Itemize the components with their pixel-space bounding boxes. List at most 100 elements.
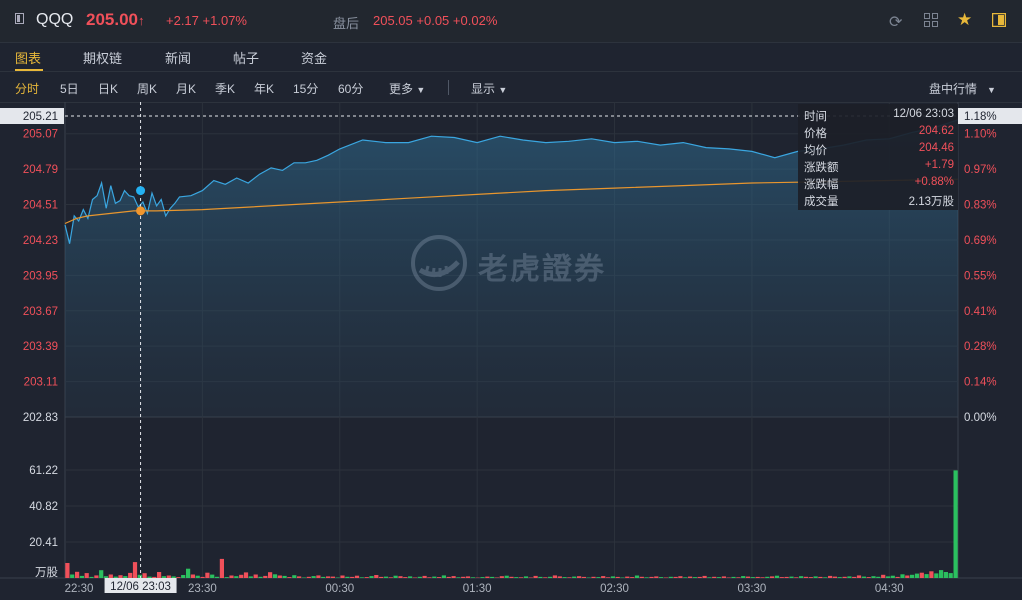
volume-bar — [268, 572, 273, 578]
volume-bar — [953, 470, 958, 578]
volume-bar — [572, 576, 577, 578]
volume-bar — [688, 576, 693, 578]
volume-bar — [253, 574, 258, 578]
pct-axis-label: 0.14% — [964, 377, 997, 389]
symbol: QQQ — [36, 11, 74, 28]
period-5day[interactable]: 5日 — [60, 82, 79, 96]
volume-bar — [683, 577, 688, 578]
volume-bar — [726, 577, 731, 578]
crosshair-pct-label: 1.18% — [964, 111, 997, 123]
tooltip-time-label: 时间 — [804, 111, 827, 123]
volume-bar — [779, 577, 784, 578]
pct-axis-label: 0.97% — [964, 164, 997, 176]
volume-bar — [75, 571, 80, 578]
period-daily[interactable]: 日K — [98, 82, 119, 96]
volume-bar — [403, 577, 408, 578]
volume-bar — [514, 577, 519, 578]
more-dropdown[interactable]: 更多 ▼ — [389, 82, 426, 96]
volume-bar — [900, 574, 905, 578]
volume-bar — [147, 576, 152, 578]
pct-axis-label: 0.69% — [964, 235, 997, 247]
volume-bar — [847, 576, 852, 578]
volume-bar — [118, 575, 123, 578]
display-dropdown[interactable]: 显示 ▼ — [471, 82, 508, 96]
volume-bar — [137, 574, 142, 578]
volume-bar — [577, 576, 582, 578]
volume-bar — [166, 575, 171, 578]
volume-bar — [678, 576, 683, 578]
last-price: 205.00↑ — [86, 10, 145, 29]
price-change: +2.17 +1.07% — [166, 13, 247, 28]
volume-bar — [79, 575, 84, 578]
volume-bar — [388, 577, 393, 578]
volume-bar — [128, 572, 133, 578]
tooltip-change-label: 涨跌额 — [804, 162, 839, 174]
volume-bar — [152, 576, 157, 578]
tooltip-time: 12/06 23:03 — [893, 108, 954, 120]
price-line — [64, 119, 959, 244]
volume-bar — [654, 576, 659, 578]
volume-bar — [465, 576, 471, 578]
volume-bar — [437, 577, 442, 578]
period-yearly[interactable]: 年K — [254, 82, 275, 96]
period-monthly[interactable]: 月K — [176, 82, 197, 96]
period-15min[interactable]: 15分 — [293, 82, 319, 96]
tab-chart[interactable]: 图表 — [15, 51, 42, 66]
volume-bar — [485, 576, 490, 578]
pct-axis-label: 0.28% — [964, 341, 997, 353]
price-axis-label: 204.79 — [23, 164, 58, 176]
volume-bar — [301, 577, 306, 578]
volume-bar — [745, 576, 751, 578]
volume-bar — [885, 576, 891, 578]
volume-bar — [84, 573, 89, 578]
volume-bar — [702, 575, 707, 578]
volume-bar — [369, 576, 374, 578]
content-tabs: 图表 期权链 新闻 帖子 资金 — [0, 43, 1022, 72]
volume-bar — [760, 577, 765, 578]
price-axis-label: 205.07 — [23, 129, 58, 141]
volume-bar — [866, 577, 871, 578]
volume-bar — [263, 575, 268, 578]
volume-bar — [422, 575, 427, 578]
tab-posts[interactable]: 帖子 — [233, 51, 260, 66]
price-axis-label: 203.67 — [23, 306, 58, 318]
volume-bar — [610, 576, 615, 578]
tab-options-chain[interactable]: 期权链 — [83, 51, 123, 66]
period-quarterly[interactable]: 季K — [215, 82, 236, 96]
grid-icon[interactable] — [924, 13, 938, 30]
sidebar-toggle-icon[interactable] — [15, 13, 24, 24]
layout-icon[interactable] — [991, 12, 1007, 32]
volume-bar — [799, 576, 804, 578]
star-icon[interactable]: ★ — [957, 10, 973, 29]
volume-bar — [504, 575, 509, 578]
average-price-line — [64, 178, 959, 225]
volume-bar — [272, 574, 278, 578]
volume-bar — [239, 574, 244, 578]
volume-bar — [219, 558, 224, 578]
volume-bar — [65, 563, 70, 578]
volume-bar — [345, 576, 350, 578]
time-axis-label: 22:30 — [65, 583, 94, 595]
volume-bar — [552, 575, 557, 578]
tab-news[interactable]: 新闻 — [165, 51, 192, 66]
volume-bars — [65, 470, 958, 578]
volume-bar — [480, 577, 485, 578]
tooltip-change: +1.79 — [924, 159, 954, 171]
period-intraday[interactable]: 分时 — [15, 82, 40, 96]
tiger-watermark-logo: 老虎證券 — [410, 232, 610, 294]
volume-bar — [538, 576, 543, 578]
refresh-icon[interactable]: ⟳ — [889, 14, 903, 31]
tab-capital[interactable]: 资金 — [301, 51, 328, 66]
period-weekly[interactable]: 周K — [137, 82, 158, 96]
volume-bar — [596, 577, 601, 578]
time-axis-label: 00:30 — [325, 583, 354, 595]
volume-bar — [639, 576, 644, 578]
after-hours-quote: 205.05 +0.05 +0.02% — [373, 13, 498, 28]
volume-bar — [297, 576, 302, 578]
volume-bar — [258, 576, 263, 578]
session-dropdown[interactable]: 盘中行情 ▼ — [929, 82, 996, 96]
volume-bar — [200, 576, 205, 578]
pct-axis-label: 1.10% — [964, 129, 997, 141]
period-60min[interactable]: 60分 — [338, 82, 364, 96]
